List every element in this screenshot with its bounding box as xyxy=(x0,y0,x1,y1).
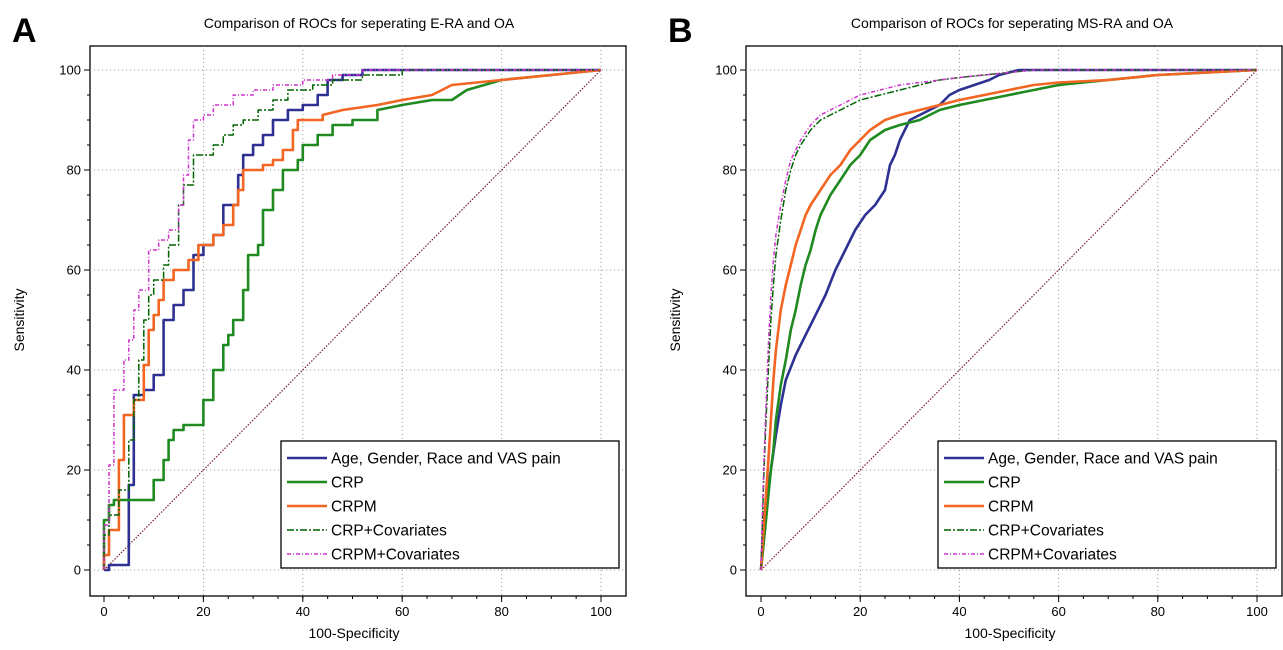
y-tick-label: 60 xyxy=(67,263,81,278)
y-axis-label: Sensitivity xyxy=(11,288,27,351)
legend-label: CRPM+Covariates xyxy=(988,547,1117,564)
panel-letter: A xyxy=(12,12,37,50)
panel-letter: B xyxy=(668,12,693,50)
legend-label: Age, Gender, Race and VAS pain xyxy=(331,451,561,468)
series-line-1 xyxy=(759,68,1257,571)
legend-label: CRP xyxy=(331,475,364,492)
y-tick-label: 100 xyxy=(715,63,737,78)
x-tick-label: 20 xyxy=(853,604,867,619)
series-line-2 xyxy=(102,68,602,570)
x-tick-label: 40 xyxy=(296,604,310,619)
y-tick-label: 0 xyxy=(730,563,737,578)
x-tick-label: 60 xyxy=(395,604,409,619)
series-line-5 xyxy=(760,69,1257,571)
legend-label: CRPM+Covariates xyxy=(331,547,460,564)
y-tick-label: 40 xyxy=(723,363,737,378)
legend-box xyxy=(937,440,1277,569)
plot-frame xyxy=(89,45,627,597)
legend-label: CRP+Covariates xyxy=(331,523,447,540)
series-line-2 xyxy=(759,68,1258,571)
y-tick-label: 80 xyxy=(723,163,737,178)
x-tick-label: 80 xyxy=(494,604,508,619)
y-tick-label: 20 xyxy=(723,463,737,478)
y-tick-label: 0 xyxy=(74,563,81,578)
y-axis-label: Sensitivity xyxy=(667,288,683,351)
legend-box xyxy=(280,440,620,569)
legend: Age, Gender, Race and VAS pain CRP CRPM CRP… xyxy=(280,440,620,569)
legend: Age, Gender, Race and VAS pain CRP CRPM CRP… xyxy=(937,440,1277,569)
legend-label: CRP xyxy=(988,475,1021,492)
x-tick-label: 100 xyxy=(1246,604,1268,619)
x-tick-label: 0 xyxy=(757,604,764,619)
reference-diagonal xyxy=(103,69,602,571)
y-tick-label: 20 xyxy=(67,463,81,478)
x-tick-label: 0 xyxy=(100,604,107,619)
series-line-3 xyxy=(759,68,1258,571)
x-tick-label: 60 xyxy=(1051,604,1065,619)
x-tick-label: 20 xyxy=(196,604,210,619)
x-axis-label: 100-Specificity xyxy=(308,625,399,641)
series-line-4 xyxy=(760,69,1257,571)
legend-label: CRPM xyxy=(331,499,377,516)
x-tick-label: 100 xyxy=(590,604,612,619)
legend-label: CRP+Covariates xyxy=(988,523,1104,540)
x-tick-label: 40 xyxy=(952,604,966,619)
y-tick-label: 60 xyxy=(723,263,737,278)
x-axis-label: 100-Specificity xyxy=(964,625,1055,641)
plot-frame xyxy=(745,45,1283,597)
chart-title: Comparison of ROCs for seperating E-RA a… xyxy=(204,15,515,31)
legend-label: Age, Gender, Race and VAS pain xyxy=(988,451,1218,468)
x-tick-label: 80 xyxy=(1151,604,1165,619)
chart-title: Comparison of ROCs for seperating MS-RA … xyxy=(851,15,1174,31)
y-tick-label: 80 xyxy=(67,163,81,178)
series-line-4 xyxy=(103,69,601,570)
legend-label: CRPM xyxy=(988,499,1034,516)
panel-b: B Comparison of ROCs for seperating MS-RA… xyxy=(667,12,1283,641)
panel-a: A Comparison of ROCs for seperating E-RA … xyxy=(11,12,627,641)
y-tick-label: 40 xyxy=(67,363,81,378)
y-tick-label: 100 xyxy=(59,63,81,78)
reference-diagonal xyxy=(760,69,1258,571)
series-line-5 xyxy=(103,69,601,570)
